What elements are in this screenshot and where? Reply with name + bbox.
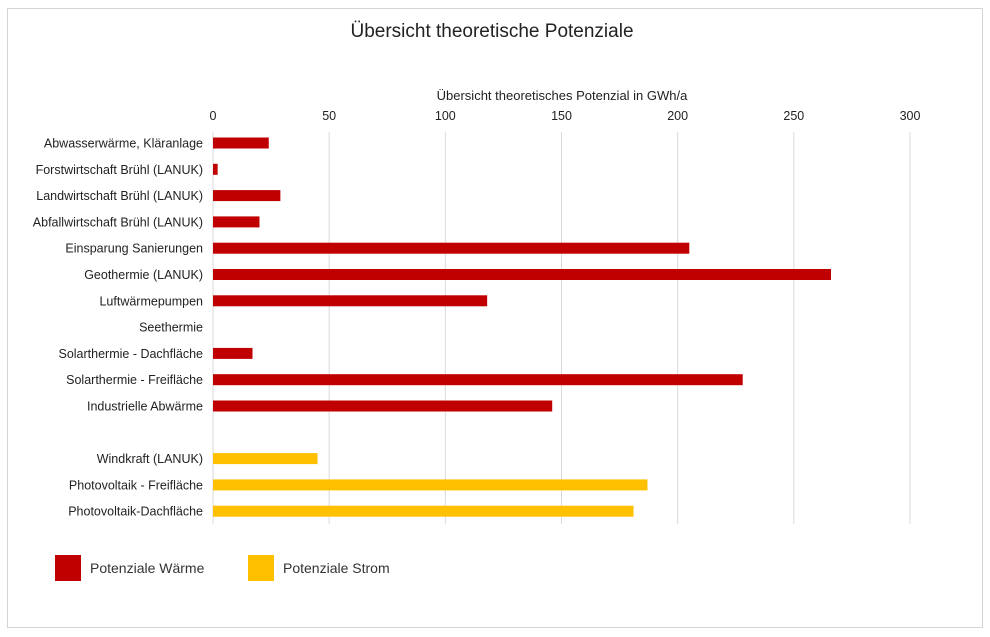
x-tick-label: 0	[210, 109, 217, 123]
x-tick-labels: 0 50 100 150 200 250 300	[210, 109, 921, 123]
category-label: Forstwirtschaft Brühl (LANUK)	[36, 163, 203, 177]
bar-waerme	[213, 242, 690, 254]
category-label: Abwasserwärme, Kläranlage	[44, 137, 203, 151]
category-label: Photovoltaik-Dachfläche	[68, 505, 203, 519]
bar-waerme	[213, 216, 260, 228]
legend-label-waerme: Potenziale Wärme	[90, 560, 205, 576]
bar-waerme	[213, 269, 832, 280]
bar-waerme	[213, 295, 488, 307]
x-tick-label: 200	[667, 109, 688, 123]
x-tick-label: 50	[322, 109, 336, 123]
x-tick-label: 150	[551, 109, 572, 123]
x-tick-label: 100	[435, 109, 456, 123]
category-label: Luftwärmepumpen	[99, 294, 203, 308]
bar-waerme	[213, 400, 553, 412]
category-label: Seethermie	[139, 321, 203, 335]
category-label: Photovoltaik - Freifläche	[69, 478, 203, 492]
category-label: Geothermie (LANUK)	[84, 268, 203, 282]
category-label: Windkraft (LANUK)	[97, 452, 203, 466]
legend-item-waerme: Potenziale Wärme	[55, 555, 204, 581]
chart-frame	[7, 8, 983, 628]
bar-waerme	[213, 190, 281, 202]
bar-waerme	[213, 347, 253, 359]
chart-title: Übersicht theoretische Potenziale	[350, 21, 633, 42]
category-label: Solarthermie - Dachfläche	[58, 347, 203, 361]
bar-strom	[213, 505, 634, 517]
gridlines	[212, 132, 911, 524]
category-labels: Abwasserwärme, Kläranlage Forstwirtschaft…	[33, 137, 203, 519]
legend-label-strom: Potenziale Strom	[283, 560, 390, 576]
bars	[213, 137, 832, 517]
bar-waerme	[213, 374, 743, 386]
bar-strom	[213, 479, 648, 491]
legend-item-strom: Potenziale Strom	[248, 555, 390, 581]
category-label: Einsparung Sanierungen	[65, 242, 203, 256]
bar-waerme	[213, 137, 269, 149]
bar-strom	[213, 453, 318, 465]
category-label: Industrielle Abwärme	[87, 400, 203, 414]
x-tick-label: 300	[900, 109, 921, 123]
legend-swatch-strom	[248, 555, 274, 581]
category-label: Solarthermie - Freifläche	[66, 373, 203, 387]
category-label: Abfallwirtschaft Brühl (LANUK)	[33, 215, 203, 229]
category-label: Landwirtschaft Brühl (LANUK)	[36, 189, 203, 203]
x-axis-title: Übersicht theoretisches Potenzial in GWh…	[437, 88, 688, 103]
bar-waerme	[213, 163, 218, 175]
x-tick-label: 250	[783, 109, 804, 123]
legend-swatch-waerme	[55, 555, 81, 581]
